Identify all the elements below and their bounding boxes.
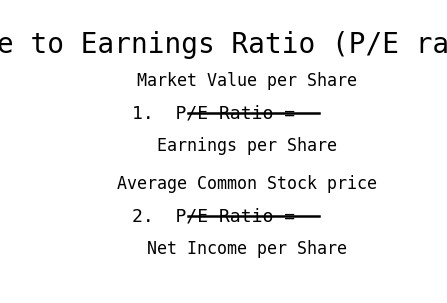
Text: 1.  P/E Ratio =: 1. P/E Ratio = (132, 104, 295, 122)
Text: Price to Earnings Ratio (P/E ratio): Price to Earnings Ratio (P/E ratio) (0, 31, 447, 59)
Text: Earnings per Share: Earnings per Share (157, 137, 337, 155)
Text: 2.  P/E Ratio =: 2. P/E Ratio = (132, 207, 295, 225)
Text: Average Common Stock price: Average Common Stock price (118, 175, 377, 193)
Text: Net Income per Share: Net Income per Share (148, 240, 347, 258)
Text: Market Value per Share: Market Value per Share (137, 72, 357, 90)
